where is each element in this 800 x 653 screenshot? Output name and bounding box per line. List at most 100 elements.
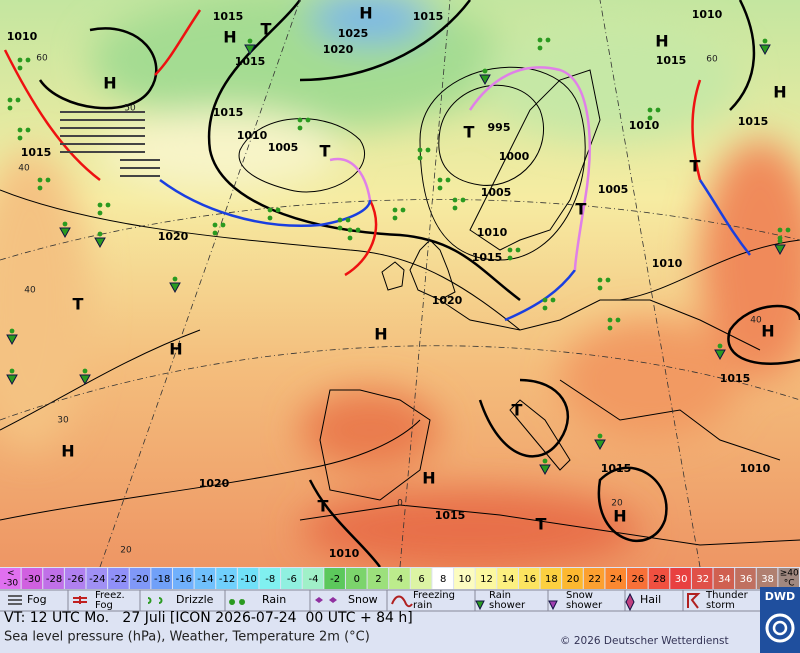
rain-dot [392, 207, 398, 213]
legend-label: Snow [566, 590, 593, 601]
scale-cell [302, 568, 324, 589]
scale-cell [475, 568, 497, 589]
pressure-label: 1025 [338, 27, 369, 40]
legend-label: Fog [95, 600, 113, 611]
rain-dot [7, 97, 13, 103]
scale-cell [237, 568, 259, 589]
rain-dot [647, 115, 653, 121]
rain-dot [17, 57, 23, 63]
pressure-label: 1010 [7, 30, 38, 43]
shower-dot [777, 238, 783, 244]
rain-dot [597, 277, 603, 283]
high-pressure-label: H [359, 4, 372, 23]
rain-dot [597, 285, 603, 291]
rain-dot [460, 197, 466, 203]
legend-icon [391, 595, 413, 608]
pressure-label: 1010 [329, 547, 360, 560]
scale-cell [194, 568, 216, 589]
scale-cell [627, 568, 648, 589]
graticule-label: 30 [57, 416, 69, 426]
shower-symbol [79, 374, 91, 386]
rain-dot [267, 215, 273, 221]
logo-swirl [772, 620, 788, 636]
scale-label: -24 [89, 574, 105, 585]
low-pressure-label: T [464, 123, 475, 142]
graticule-label: 20 [120, 546, 132, 556]
scale-label: -12 [219, 574, 235, 585]
temperature-scale: <-30 -30 -28 -26 -24 -22 -20 -18 -16 -14 -12 -10 -8-… [0, 567, 800, 590]
pressure-label: 1015 [413, 10, 444, 23]
scale-label: -2 [330, 574, 340, 585]
logo-swirl [765, 613, 795, 643]
rain-dot [97, 210, 103, 216]
shower-symbol [6, 334, 18, 346]
rain-dot [25, 57, 31, 63]
scale-label: -4 [309, 574, 319, 585]
scale-cell [345, 568, 367, 589]
rain-dot [537, 37, 543, 43]
rain-dot [647, 107, 653, 113]
legend-label: Rain [262, 593, 286, 606]
rain-dot [267, 207, 273, 213]
rain-dot [537, 45, 543, 51]
pressure-label: 1015 [601, 462, 632, 475]
shower-symbol [479, 74, 491, 86]
shower-symbol [59, 227, 71, 239]
scale-label: 4 [397, 574, 403, 585]
scale-cell [518, 568, 540, 589]
scale-cell [432, 568, 454, 589]
shower-dot [97, 231, 103, 237]
coastlines [299, 69, 800, 546]
rain-dot [417, 155, 423, 161]
scale-cell [86, 568, 108, 589]
rain-dot [507, 247, 513, 253]
rain-dot [275, 207, 281, 213]
high-pressure-label: H [61, 442, 74, 461]
scale-cell [454, 568, 475, 589]
shower-dot [597, 433, 603, 439]
rain-dot [445, 177, 451, 183]
scale-label: -16 [176, 574, 192, 585]
low-pressure-label: T [261, 20, 272, 39]
shower-symbol [169, 282, 181, 294]
scale-cell [216, 568, 237, 589]
scale-label: 0 [354, 574, 360, 585]
legend-label: Hail [640, 593, 661, 606]
shower-symbol [594, 439, 606, 451]
shower-dot [9, 328, 15, 334]
graticule-label: 40 [750, 316, 762, 326]
scale-label: 18 [545, 574, 558, 585]
pressure-label: 995 [488, 121, 511, 134]
low-pressure-label: T [512, 401, 523, 420]
rain-dot [105, 202, 111, 208]
rain-dot [7, 105, 13, 111]
scale-cell [389, 568, 410, 589]
shower-symbol [244, 44, 256, 56]
high-pressure-label: H [422, 469, 435, 488]
legend-icon [229, 599, 246, 605]
legend-icon [475, 600, 485, 611]
scale-cell [410, 568, 432, 589]
scale-label: -14 [197, 574, 213, 585]
shower-dot [247, 38, 253, 44]
legend-icon [8, 595, 22, 605]
shower-dot [82, 368, 88, 374]
rain-dot [515, 247, 521, 253]
scale-cell [691, 568, 713, 589]
rain-dot [347, 227, 353, 233]
pressure-label: 1010 [237, 129, 268, 142]
logo-text: DWD [765, 590, 795, 603]
legend-label: Fog [27, 593, 47, 606]
graticule-label: 40 [18, 164, 30, 174]
pressure-label: 1015 [472, 251, 503, 264]
scale-label: 26 [631, 574, 644, 585]
rain-dot [655, 107, 661, 113]
scale-label: -20 [132, 574, 148, 585]
rain-dot [355, 227, 361, 233]
rain-dot [542, 297, 548, 303]
scale-label: 28 [653, 574, 666, 585]
high-pressure-label: H [773, 83, 786, 102]
legend-label: Thunder [705, 590, 749, 601]
